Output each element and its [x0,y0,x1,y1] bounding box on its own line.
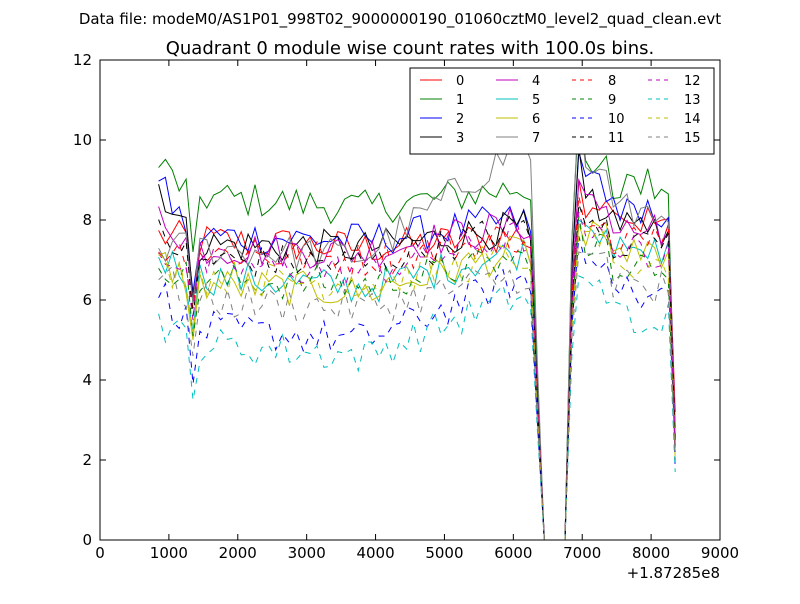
x-tick-label: 2000 [219,544,257,562]
series-layer [158,107,676,541]
series-line-2 [158,151,676,541]
y-tick-label: 0 [82,531,92,549]
series-line-10 [158,235,676,541]
y-tick-label: 8 [82,211,92,229]
legend-box [409,67,715,155]
legend-label-11: 11 [608,131,625,146]
series-line-9 [158,215,676,541]
x-tick-label: 9000 [701,544,739,562]
legend-label-5: 5 [532,93,540,108]
legend-label-15: 15 [684,131,701,146]
x-tick-label: 3000 [288,544,326,562]
legend-label-2: 2 [456,112,464,127]
legend-label-8: 8 [608,74,616,89]
x-tick-label: 5000 [425,544,463,562]
legend-label-13: 13 [684,93,701,108]
y-tick-label: 6 [82,291,92,309]
y-tick-label: 10 [73,131,92,149]
legend-label-14: 14 [684,112,701,127]
axes-layer: 0 1000 2000 3000 4000 5000 6000 7000 8000 9000 0 2 4… [73,51,739,562]
legend-label-6: 6 [532,112,540,127]
x-tick-label: 4000 [356,544,394,562]
series-line-11 [158,203,676,541]
series-line-0 [158,179,676,541]
legend-label-12: 12 [684,74,701,89]
series-line-15 [158,251,676,541]
chart-title: Quadrant 0 module wise count rates with … [166,38,655,59]
legend-label-3: 3 [456,131,464,146]
legend-label-9: 9 [608,93,616,108]
x-tick-label: 7000 [563,544,601,562]
series-line-3 [158,147,676,541]
x-offset-label: +1.87285e8 [627,564,720,582]
x-tick-label: 0 [95,544,105,562]
y-tick-label: 2 [82,451,92,469]
legend-label-0: 0 [456,74,464,89]
legend-label-7: 7 [532,131,540,146]
chart-suptitle: Data file: modeM0/AS1P01_998T02_90000001… [79,10,721,29]
series-line-14 [158,223,676,541]
y-tick-label: 12 [73,51,92,69]
legend-label-1: 1 [456,93,464,108]
series-line-5 [158,219,676,541]
x-tick-label: 8000 [632,544,670,562]
x-tick-label: 6000 [494,544,532,562]
legend-label-10: 10 [608,112,625,127]
series-line-13 [158,275,676,541]
series-line-8 [158,195,676,541]
series-line-1 [158,111,676,541]
legend-label-4: 4 [532,74,540,89]
x-tick-label: 1000 [150,544,188,562]
series-line-7 [158,107,676,541]
series-line-6 [158,220,676,541]
y-tick-label: 4 [82,371,92,389]
